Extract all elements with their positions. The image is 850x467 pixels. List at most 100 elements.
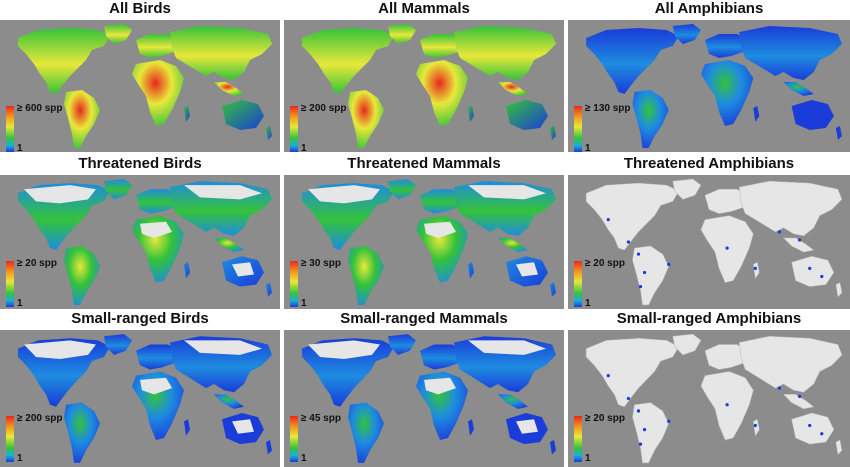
no-data-patch	[516, 419, 538, 434]
land-south-america	[348, 402, 384, 463]
land-south-america	[64, 246, 100, 305]
panel-title: All Amphibians	[654, 0, 764, 17]
land-new-zealand	[835, 126, 842, 140]
map-panel: All Birds ≥ 600 spp 1	[0, 0, 280, 152]
land-australia	[791, 412, 835, 445]
land-new-zealand	[835, 439, 843, 456]
legend-color-bar	[6, 261, 14, 307]
range-dot	[753, 423, 757, 428]
land-madagascar	[753, 261, 760, 280]
no-data-patch	[516, 262, 538, 277]
legend-color-bar	[6, 416, 14, 462]
land-new-zealand	[266, 440, 272, 455]
legend-color-bar	[290, 416, 298, 462]
range-dot	[606, 218, 610, 222]
panel-title: Small-ranged Mammals	[340, 310, 508, 327]
land-greenland	[388, 179, 416, 200]
map-svg	[0, 175, 280, 309]
land-se-asia	[783, 82, 814, 96]
world-map: ≥ 130 spp 1	[568, 20, 850, 152]
land-se-asia	[214, 82, 244, 96]
land-asia	[739, 26, 842, 80]
land-north-america	[585, 338, 680, 408]
land-se-asia	[498, 394, 528, 409]
land-asia	[454, 26, 556, 80]
range-dot	[777, 230, 782, 234]
range-dot	[808, 423, 812, 428]
panel-title: Threatened Mammals	[347, 155, 501, 172]
legend-min-label: 1	[301, 298, 307, 309]
range-dot	[725, 403, 729, 407]
range-dot	[753, 266, 757, 271]
land-se-asia	[498, 237, 528, 253]
map-panel: All Amphibians ≥ 130 spp 1	[568, 0, 850, 152]
no-data-patch	[424, 221, 456, 238]
land-north-america	[586, 28, 679, 94]
no-data-patch	[24, 340, 96, 360]
world-map: ≥ 20 spp 1	[568, 175, 850, 309]
range-dot	[798, 394, 802, 399]
range-dot	[820, 274, 824, 279]
legend-max-label: ≥ 20 spp	[585, 258, 625, 269]
range-dot	[725, 246, 729, 250]
land-greenland	[672, 178, 702, 200]
range-dot	[636, 252, 641, 256]
land-europe	[136, 189, 178, 214]
range-dot	[626, 240, 631, 244]
panel-title: Small-ranged Birds	[71, 310, 209, 327]
color-legend: ≥ 45 spp 1	[290, 413, 346, 466]
range-dot	[626, 396, 631, 401]
legend-min-label: 1	[585, 453, 591, 464]
range-dot	[638, 285, 643, 289]
land-se-asia	[498, 82, 528, 96]
color-legend: ≥ 30 spp 1	[290, 258, 346, 309]
no-data-patch	[424, 377, 456, 395]
color-legend: ≥ 200 spp 1	[6, 413, 63, 466]
range-dot	[798, 238, 802, 242]
land-north-america	[18, 28, 110, 94]
land-south-america	[632, 90, 669, 148]
land-se-asia	[782, 237, 815, 253]
land-europe	[420, 189, 462, 214]
color-legend: ≥ 200 spp 1	[290, 103, 347, 152]
no-data-patch	[184, 185, 262, 200]
range-dot	[636, 409, 641, 413]
land-new-zealand	[266, 126, 272, 140]
legend-min-label: 1	[17, 143, 23, 152]
land-asia	[738, 180, 843, 237]
no-data-patch	[232, 262, 254, 277]
world-map: ≥ 45 spp 1	[284, 330, 564, 467]
map-svg	[568, 175, 850, 309]
land-madagascar	[753, 106, 760, 122]
world-map: ≥ 600 spp 1	[0, 20, 280, 152]
no-data-patch	[184, 340, 262, 355]
legend-color-bar	[290, 106, 298, 152]
legend-color-bar	[574, 261, 582, 307]
world-map: ≥ 20 spp 1	[568, 330, 850, 467]
land-greenland	[104, 334, 132, 355]
land-africa	[132, 60, 184, 126]
land-new-zealand	[266, 282, 272, 297]
legend-min-label: 1	[301, 143, 307, 152]
panel-title: All Mammals	[378, 0, 470, 17]
range-dot	[820, 432, 824, 436]
legend-max-label: ≥ 130 spp	[585, 103, 631, 114]
panel-title: Threatened Amphibians	[623, 155, 795, 172]
map-panel: Small-ranged Birds ≥ 200 spp 1	[0, 310, 280, 467]
land-europe	[136, 344, 178, 370]
range-dot	[606, 374, 610, 378]
map-svg	[568, 330, 850, 467]
land-asia	[170, 26, 272, 80]
land-madagascar	[753, 418, 760, 437]
legend-min-label: 1	[301, 453, 307, 464]
range-dot	[777, 386, 782, 390]
land-south-america	[64, 402, 100, 463]
map-svg	[568, 20, 850, 152]
map-panel: Threatened Amphibians ≥ 20 spp 1	[568, 155, 850, 309]
world-map: ≥ 200 spp 1	[284, 20, 564, 152]
land-madagascar	[184, 106, 190, 122]
map-panel: Threatened Mammals ≥ 30 spp 1	[284, 155, 564, 309]
panel-title: Threatened Birds	[78, 155, 202, 172]
map-svg	[284, 330, 564, 467]
range-dot	[808, 266, 812, 271]
